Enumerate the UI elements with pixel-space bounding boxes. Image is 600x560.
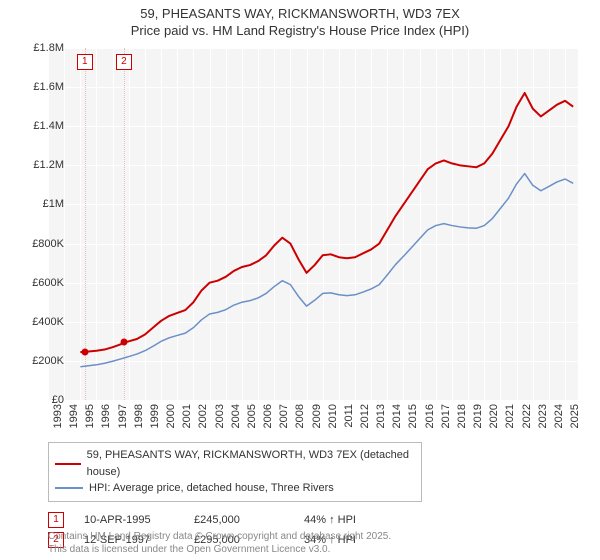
x-tick-label: 1994 xyxy=(68,404,80,428)
legend-swatch-hpi xyxy=(55,487,83,489)
x-tick-label: 2023 xyxy=(537,404,549,428)
legend-row: HPI: Average price, detached house, Thre… xyxy=(55,480,415,497)
sale-date: 10-APR-1995 xyxy=(84,514,174,526)
legend-label: HPI: Average price, detached house, Thre… xyxy=(89,480,334,497)
legend-row: 59, PHEASANTS WAY, RICKMANSWORTH, WD3 7E… xyxy=(55,447,415,480)
x-tick-label: 2007 xyxy=(278,404,290,428)
x-tick-label: 2006 xyxy=(262,404,274,428)
x-tick-label: 2017 xyxy=(440,404,452,428)
x-tick-label: 2010 xyxy=(327,404,339,428)
x-tick-label: 1997 xyxy=(117,404,129,428)
x-tick-label: 1995 xyxy=(84,404,96,428)
x-tick-label: 2008 xyxy=(294,404,306,428)
x-tick-label: 2015 xyxy=(407,404,419,428)
sale-marker-icon: 1 xyxy=(48,512,64,528)
y-tick-label: £1M xyxy=(43,198,64,210)
legend-box: 59, PHEASANTS WAY, RICKMANSWORTH, WD3 7E… xyxy=(48,442,422,502)
sale-marker-box: 1 xyxy=(77,54,93,70)
series-hpi xyxy=(80,174,573,367)
x-tick-label: 2021 xyxy=(504,404,516,428)
sale-delta: 44% ↑ HPI xyxy=(304,514,394,526)
title-line1: 59, PHEASANTS WAY, RICKMANSWORTH, WD3 7E… xyxy=(0,6,600,23)
x-tick-label: 2019 xyxy=(472,404,484,428)
y-tick-label: £600K xyxy=(32,277,64,289)
grid-line xyxy=(48,400,578,401)
y-tick-label: £1.2M xyxy=(33,159,64,171)
x-tick-label: 2025 xyxy=(569,404,581,428)
x-tick-label: 2005 xyxy=(246,404,258,428)
y-tick-label: £1.4M xyxy=(33,120,64,132)
x-tick-label: 2022 xyxy=(521,404,533,428)
footer-line2: This data is licensed under the Open Gov… xyxy=(48,543,391,556)
x-tick-label: 2013 xyxy=(375,404,387,428)
chart-title: 59, PHEASANTS WAY, RICKMANSWORTH, WD3 7E… xyxy=(0,0,600,40)
chart-lines xyxy=(48,48,578,400)
x-tick-label: 2024 xyxy=(553,404,565,428)
series-property xyxy=(80,93,573,352)
footer-line1: Contains HM Land Registry data © Crown c… xyxy=(48,530,391,543)
legend-label: 59, PHEASANTS WAY, RICKMANSWORTH, WD3 7E… xyxy=(87,447,415,480)
x-tick-label: 2000 xyxy=(165,404,177,428)
y-tick-label: £400K xyxy=(32,316,64,328)
x-tick-label: 2002 xyxy=(197,404,209,428)
y-tick-label: £1.6M xyxy=(33,81,64,93)
x-tick-label: 2003 xyxy=(214,404,226,428)
chart-plot-area: 12 xyxy=(48,48,578,400)
sale-marker-box: 2 xyxy=(116,54,132,70)
x-tick-label: 1993 xyxy=(52,404,64,428)
y-tick-label: £1.8M xyxy=(33,42,64,54)
sale-dot xyxy=(81,349,88,356)
legend-swatch-property xyxy=(55,463,81,465)
x-tick-label: 2020 xyxy=(488,404,500,428)
x-tick-label: 2018 xyxy=(456,404,468,428)
x-tick-label: 1996 xyxy=(100,404,112,428)
footer-attribution: Contains HM Land Registry data © Crown c… xyxy=(48,530,391,556)
x-tick-label: 2009 xyxy=(311,404,323,428)
y-tick-label: £200K xyxy=(32,355,64,367)
sales-row: 1 10-APR-1995 £245,000 44% ↑ HPI xyxy=(48,510,578,530)
x-tick-label: 2014 xyxy=(391,404,403,428)
x-tick-label: 1998 xyxy=(133,404,145,428)
sale-price: £245,000 xyxy=(194,514,284,526)
x-tick-label: 1999 xyxy=(149,404,161,428)
x-tick-label: 2004 xyxy=(230,404,242,428)
sale-dot xyxy=(120,339,127,346)
x-tick-label: 2016 xyxy=(424,404,436,428)
x-tick-label: 2011 xyxy=(343,404,355,428)
x-tick-label: 2012 xyxy=(359,404,371,428)
title-line2: Price paid vs. HM Land Registry's House … xyxy=(0,23,600,40)
x-tick-label: 2001 xyxy=(181,404,193,428)
y-tick-label: £800K xyxy=(32,238,64,250)
